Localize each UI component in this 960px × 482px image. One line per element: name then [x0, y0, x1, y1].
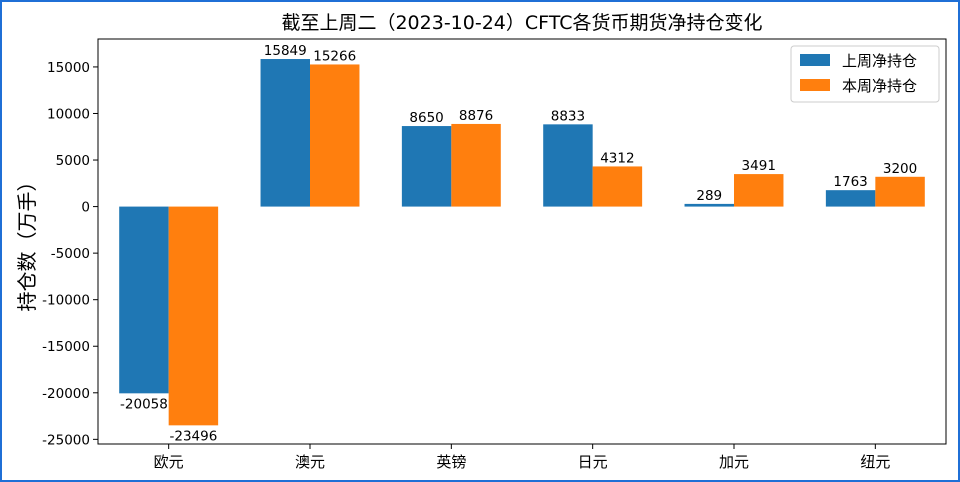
y-tick-label: -15000 [42, 339, 90, 355]
bar-value-label: 15849 [264, 43, 307, 59]
legend-label: 上周净持仓 [842, 52, 917, 70]
x-tick-label: 澳元 [295, 453, 325, 471]
bar-last-week [684, 203, 734, 207]
bar-this-week [734, 174, 784, 207]
y-tick-label: 0 [81, 200, 90, 216]
bar-last-week [401, 126, 452, 207]
bar-last-week [119, 206, 169, 394]
bar-value-label: 8650 [409, 110, 443, 126]
bar-this-week [168, 206, 219, 426]
x-tick-label: 英镑 [436, 453, 466, 471]
bar-last-week [260, 59, 310, 207]
y-tick-label: 15000 [47, 60, 90, 76]
bar-value-label: -23496 [169, 428, 217, 444]
chart-title: 截至上周二（2023-10-24）CFTC各货币期货净持仓变化 [281, 12, 762, 34]
x-tick-label: 欧元 [154, 453, 184, 471]
y-tick-label: -25000 [42, 432, 90, 448]
bar-this-week [592, 166, 643, 207]
x-tick-label: 加元 [719, 453, 749, 471]
x-tick-label: 纽元 [860, 453, 890, 471]
bar-this-week [310, 64, 360, 207]
bar-value-label: 289 [696, 188, 722, 204]
bar-this-week [875, 176, 925, 207]
bar-this-week [451, 123, 501, 207]
y-tick-label: -20000 [42, 386, 90, 402]
legend-label: 本周净持仓 [842, 77, 917, 95]
y-axis-label: 持仓数（万手） [15, 172, 39, 312]
bar-value-label: -20058 [120, 396, 168, 412]
bar-value-label: 4312 [600, 150, 634, 166]
bar-value-label: 15266 [313, 48, 356, 64]
y-tick-label: -5000 [51, 246, 90, 262]
bar-value-label: 8876 [459, 108, 493, 124]
bar-last-week [543, 124, 593, 207]
legend-swatch [800, 79, 830, 91]
bar-value-label: 3491 [742, 158, 776, 174]
plot-frame [97, 38, 947, 445]
y-tick-label: 10000 [47, 106, 90, 122]
bar-value-label: 3200 [883, 161, 917, 177]
y-tick-label: -10000 [42, 293, 90, 309]
bar-last-week [825, 190, 876, 207]
y-tick-label: 5000 [56, 153, 90, 169]
bar-value-label: 1763 [833, 174, 867, 190]
legend-swatch [800, 54, 830, 66]
x-tick-label: 日元 [578, 453, 608, 471]
bar-value-label: 8833 [551, 108, 585, 124]
